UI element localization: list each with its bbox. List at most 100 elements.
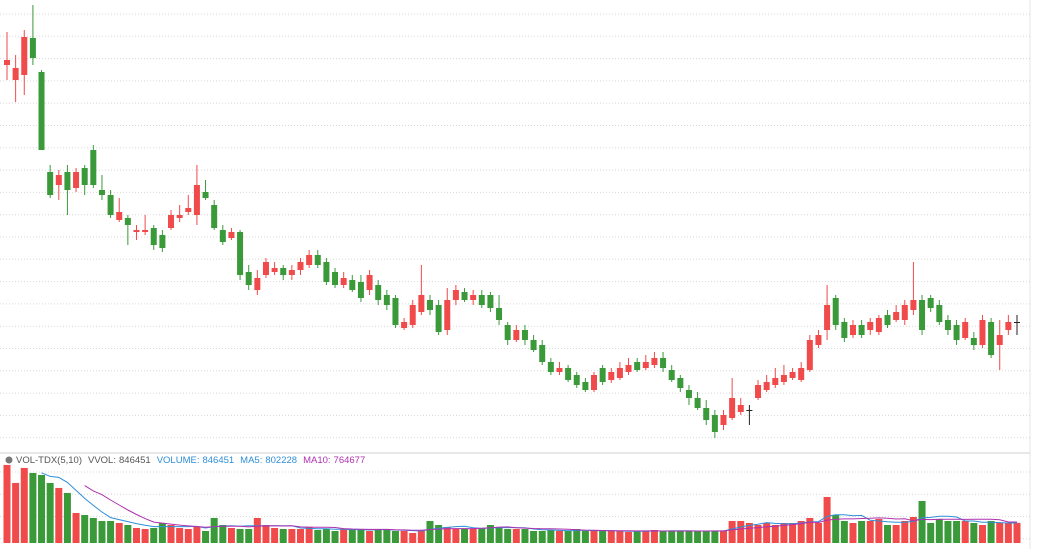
candle-body bbox=[185, 208, 192, 212]
candle-body bbox=[21, 37, 28, 75]
legend-value: 846451 bbox=[119, 455, 151, 466]
volume-bar bbox=[391, 530, 399, 543]
volume-bar bbox=[590, 530, 598, 543]
ma10-line bbox=[84, 485, 1017, 532]
candle-body bbox=[996, 335, 1003, 345]
candle-body bbox=[755, 385, 762, 398]
volume-bar bbox=[702, 530, 710, 543]
volume-bar bbox=[150, 527, 158, 543]
volume-bar bbox=[322, 528, 330, 543]
candle-body bbox=[1014, 322, 1020, 323]
candle-body bbox=[1005, 322, 1012, 330]
candle-body bbox=[64, 172, 71, 190]
volume-bar bbox=[806, 517, 814, 543]
volume-bar bbox=[366, 530, 374, 543]
volume-bar bbox=[288, 528, 296, 543]
volume-bar bbox=[1004, 522, 1012, 543]
candle-body bbox=[547, 362, 554, 372]
candle-body bbox=[375, 285, 382, 300]
volume-bar bbox=[417, 530, 425, 543]
volume-bar bbox=[89, 517, 97, 543]
volume-bar bbox=[435, 524, 443, 543]
candle-body bbox=[737, 405, 744, 412]
volume-bar bbox=[728, 520, 736, 543]
volume-bar bbox=[20, 467, 28, 543]
volume-bar bbox=[676, 530, 684, 543]
volume-bar bbox=[495, 526, 503, 543]
candle-body bbox=[383, 295, 390, 305]
volume-bar bbox=[107, 520, 115, 543]
candle-body bbox=[858, 325, 865, 335]
candle-body bbox=[478, 295, 485, 305]
volume-bar bbox=[935, 518, 943, 543]
candle-body bbox=[418, 295, 425, 312]
volume-bar bbox=[944, 520, 952, 543]
volume-bar bbox=[340, 528, 348, 543]
candle-body bbox=[660, 358, 667, 368]
candle-body bbox=[910, 300, 917, 310]
legend-label: VOLUME: bbox=[157, 455, 200, 466]
candle-body bbox=[142, 230, 149, 232]
volume-bar bbox=[219, 524, 227, 543]
candle-body bbox=[73, 172, 80, 188]
volume-bar bbox=[504, 528, 512, 543]
candle-body bbox=[81, 168, 88, 185]
candle-body bbox=[884, 315, 891, 325]
candle-body bbox=[90, 150, 97, 185]
volume-bar bbox=[564, 530, 572, 543]
candle-body bbox=[245, 272, 252, 285]
volume-bar bbox=[530, 530, 538, 543]
candle-body bbox=[228, 232, 235, 238]
legend-label: MA10: bbox=[303, 455, 330, 466]
candle-body bbox=[780, 375, 787, 382]
volume-bar bbox=[443, 526, 451, 543]
volume-bar bbox=[245, 528, 253, 543]
volume-bar bbox=[987, 520, 995, 543]
volume-bar bbox=[63, 492, 71, 543]
candle-body bbox=[461, 292, 468, 300]
volume-bar bbox=[953, 520, 961, 543]
candle-body bbox=[685, 390, 692, 398]
candle-body bbox=[38, 72, 45, 150]
candle-body bbox=[849, 325, 856, 335]
candle-body bbox=[711, 415, 718, 432]
volume-bar bbox=[814, 522, 822, 543]
volume-bar bbox=[210, 517, 218, 543]
volume-bar bbox=[978, 524, 986, 543]
candle-body bbox=[159, 235, 166, 248]
volume-bar bbox=[909, 516, 917, 543]
volume-bar bbox=[633, 530, 641, 543]
volume-bar bbox=[409, 532, 417, 543]
candle-body bbox=[349, 280, 356, 290]
volume-bar bbox=[642, 530, 650, 543]
candle-body bbox=[452, 290, 459, 300]
candle-body bbox=[729, 398, 736, 418]
candle-body bbox=[893, 312, 900, 320]
volume-bar bbox=[12, 482, 20, 543]
volume-bar bbox=[297, 528, 305, 543]
indicator-icon bbox=[5, 456, 13, 464]
volume-bar bbox=[668, 530, 676, 543]
volume-bar bbox=[461, 528, 469, 543]
volume-bar bbox=[478, 527, 486, 543]
candle-body bbox=[867, 322, 874, 330]
candle-body bbox=[504, 325, 511, 340]
volume-bar bbox=[29, 472, 37, 543]
candle-body bbox=[133, 230, 140, 232]
volume-bar bbox=[176, 527, 184, 543]
candle-body bbox=[176, 215, 183, 218]
candle-body bbox=[901, 305, 908, 320]
candle-body bbox=[944, 320, 951, 330]
volume-bar bbox=[616, 530, 624, 543]
volume-bar bbox=[840, 520, 848, 543]
candle-body bbox=[55, 175, 62, 185]
volume-bar bbox=[72, 512, 80, 543]
legend-value: 846451 bbox=[202, 455, 234, 466]
candle-body bbox=[202, 192, 209, 198]
volume-bar bbox=[659, 530, 667, 543]
volume-bar bbox=[849, 522, 857, 543]
candle-body bbox=[936, 305, 943, 322]
volume-bar bbox=[374, 528, 382, 543]
volume-bar bbox=[1013, 522, 1021, 543]
